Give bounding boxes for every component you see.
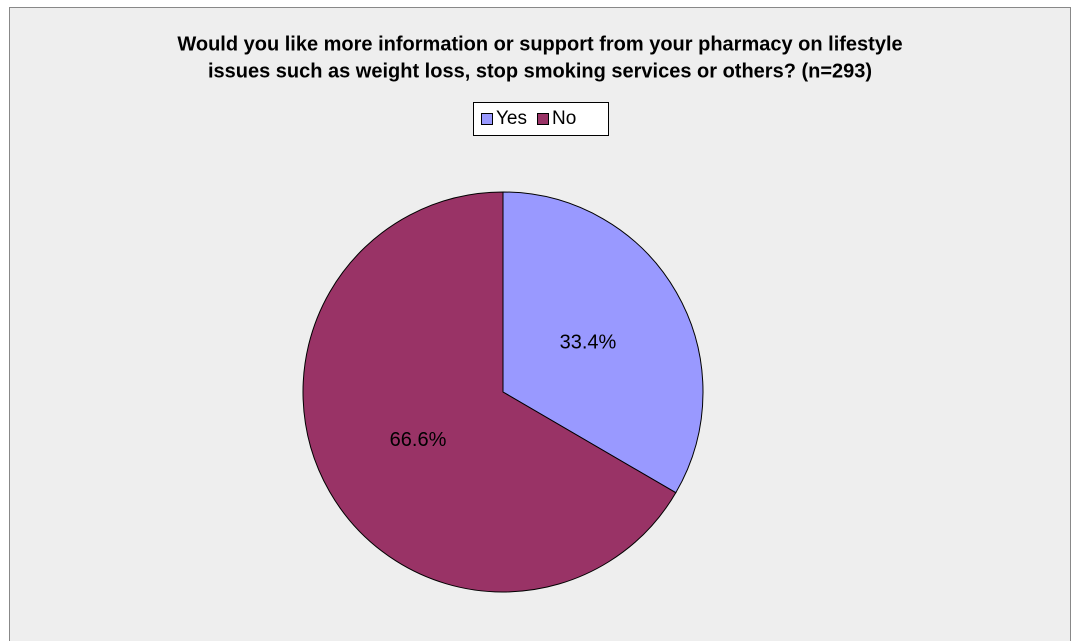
legend-swatch [537,113,549,125]
chart-title: Would you like more information or suppo… [177,33,902,55]
value-label: 33.4% [560,331,617,353]
pie-slice [502,191,704,494]
value-label: 66.6% [390,429,447,451]
legend-label: No [552,108,576,129]
legend-swatch [481,113,493,125]
chart-title: issues such as weight loss, stop smoking… [208,60,872,82]
pie-slice [302,191,677,593]
legend-label: Yes [496,108,527,129]
